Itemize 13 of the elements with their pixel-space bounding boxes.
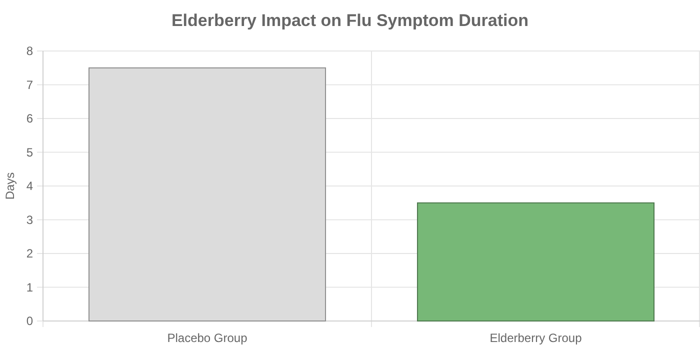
y-tick-label: 6 bbox=[26, 112, 34, 126]
y-tick-label: 5 bbox=[26, 145, 34, 160]
chart-title: Elderberry Impact on Flu Symptom Duration bbox=[171, 11, 529, 30]
y-tick-label: 0 bbox=[26, 314, 34, 328]
y-axis-title: Days bbox=[3, 172, 17, 200]
y-tick-label: 3 bbox=[26, 212, 34, 227]
y-tick-label: 8 bbox=[26, 44, 34, 58]
x-tick-label: Placebo Group bbox=[167, 331, 248, 345]
y-tick-label: 4 bbox=[26, 179, 34, 194]
x-tick-label: Elderberry Group bbox=[490, 331, 582, 345]
y-tick-label: 7 bbox=[26, 78, 34, 92]
y-tick-label: 2 bbox=[26, 246, 34, 261]
y-tick-label: 1 bbox=[26, 280, 34, 294]
